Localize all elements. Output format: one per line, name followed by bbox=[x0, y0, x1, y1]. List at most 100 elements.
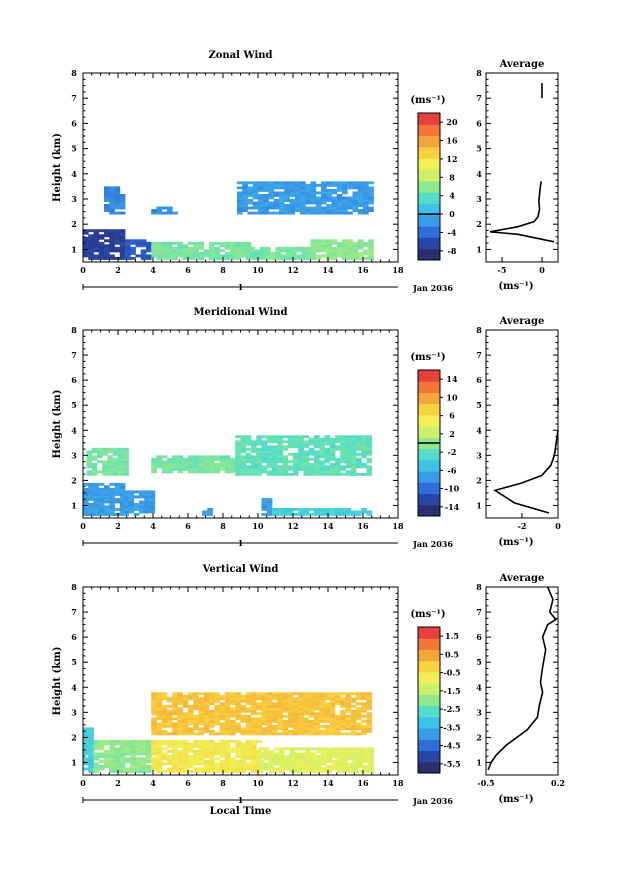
heatmap-cell bbox=[331, 767, 338, 771]
heatmap-cell bbox=[161, 249, 168, 253]
y-tick-label: 7 bbox=[71, 350, 77, 360]
heatmap-cell bbox=[258, 209, 264, 212]
heatmap-cell bbox=[251, 447, 257, 451]
heatmap-cell bbox=[275, 251, 282, 255]
heatmap-cell bbox=[340, 714, 346, 718]
heatmap-cell bbox=[305, 747, 311, 751]
heatmap-cell bbox=[251, 465, 257, 469]
heatmap-cell bbox=[305, 749, 311, 753]
heatmap-cell bbox=[119, 747, 126, 751]
heatmap-cell bbox=[107, 467, 114, 471]
heatmap-cell bbox=[357, 749, 364, 753]
heatmap-cell bbox=[161, 752, 168, 756]
heatmap-cell bbox=[368, 193, 374, 197]
heatmap-cell bbox=[240, 742, 247, 746]
chart-title: Vertical Wind bbox=[202, 564, 279, 575]
heatmap-cell bbox=[363, 764, 369, 768]
heatmap-cell bbox=[252, 188, 259, 192]
heatmap-cell bbox=[149, 505, 156, 509]
heatmap-cell bbox=[245, 714, 252, 718]
heatmap-cell bbox=[209, 717, 215, 721]
heatmap-cell bbox=[219, 754, 226, 758]
heatmap-cell bbox=[230, 457, 236, 461]
heatmap-cell bbox=[366, 440, 373, 444]
heatmap-cell bbox=[329, 472, 336, 476]
heatmap-cell bbox=[203, 759, 210, 763]
heatmap-cell bbox=[214, 465, 220, 469]
heatmap-cell bbox=[345, 462, 352, 466]
heatmap-cell bbox=[251, 717, 257, 721]
heatmap-cell bbox=[293, 507, 299, 511]
heatmap-cell bbox=[326, 239, 332, 243]
heatmap-cell bbox=[219, 465, 226, 469]
heatmap-cell bbox=[314, 692, 320, 696]
heatmap-cell bbox=[268, 201, 275, 205]
heatmap-cell bbox=[287, 709, 294, 713]
heatmap-cell bbox=[277, 512, 283, 516]
heatmap-cell bbox=[284, 764, 290, 768]
heatmap-cell bbox=[177, 470, 184, 474]
heatmap-cell bbox=[104, 485, 110, 489]
heatmap-cell bbox=[293, 704, 299, 708]
heatmap-cell bbox=[347, 186, 353, 190]
heatmap-cell bbox=[83, 747, 89, 751]
heatmap-cell bbox=[319, 470, 325, 474]
heatmap-cell bbox=[156, 762, 163, 766]
heatmap-cell bbox=[329, 462, 336, 466]
heatmap-cell bbox=[156, 722, 163, 726]
heatmap-cell bbox=[251, 752, 257, 756]
colorbar-tick-label: -0.5 bbox=[443, 668, 460, 678]
heatmap-cell bbox=[177, 729, 184, 733]
heatmap-cell bbox=[342, 769, 348, 773]
heatmap-cell bbox=[273, 186, 280, 190]
heatmap-cell bbox=[300, 201, 306, 205]
average-unit-label: (ms⁻¹) bbox=[498, 281, 533, 292]
heatmap-cell bbox=[237, 206, 243, 210]
heatmap-cell bbox=[314, 702, 320, 706]
heatmap-cell bbox=[151, 712, 157, 716]
heatmap-cell bbox=[251, 462, 257, 466]
heatmap-cell bbox=[177, 739, 184, 743]
heatmap-cell bbox=[172, 767, 178, 771]
heatmap-cell bbox=[188, 455, 194, 459]
heatmap-cell bbox=[300, 196, 306, 200]
heatmap-cell bbox=[266, 714, 273, 718]
heatmap-cell bbox=[308, 472, 315, 476]
heatmap-cell bbox=[366, 457, 373, 461]
heatmap-cell bbox=[209, 249, 215, 253]
heatmap-region bbox=[83, 727, 94, 773]
heatmap-cell bbox=[261, 435, 268, 439]
heatmap-cell bbox=[251, 445, 257, 449]
heatmap-cell bbox=[301, 246, 308, 250]
heatmap-cell bbox=[282, 704, 289, 708]
heatmap-cell bbox=[319, 729, 325, 733]
heatmap-cell bbox=[305, 188, 311, 192]
x-axis-label: Local Time bbox=[210, 806, 272, 817]
heatmap-cell bbox=[240, 744, 247, 748]
heatmap-cell bbox=[245, 707, 252, 711]
heatmap-cell bbox=[340, 445, 346, 449]
heatmap-cell bbox=[119, 762, 126, 766]
heatmap-cell bbox=[368, 256, 374, 260]
heatmap-cell bbox=[167, 254, 173, 258]
heatmap-cell bbox=[235, 699, 241, 703]
heatmap-cell bbox=[289, 193, 296, 197]
heatmap-cell bbox=[83, 490, 89, 494]
heatmap-cell bbox=[224, 256, 231, 260]
heatmap-cell bbox=[357, 241, 364, 245]
heatmap-cell bbox=[219, 709, 226, 713]
heatmap-cell bbox=[345, 704, 352, 708]
heatmap-cell bbox=[298, 697, 304, 701]
heatmap-cell bbox=[296, 256, 303, 260]
heatmap-cell bbox=[118, 472, 124, 476]
colorbar-swatch bbox=[418, 146, 440, 159]
heatmap-cell bbox=[266, 694, 273, 698]
heatmap-cell bbox=[336, 186, 343, 190]
heatmap-cell bbox=[245, 435, 252, 439]
heatmap-cell bbox=[125, 239, 131, 243]
heatmap-cell bbox=[86, 460, 93, 464]
heatmap-cell bbox=[97, 447, 103, 451]
heatmap-cell bbox=[329, 702, 336, 706]
heatmap-cell bbox=[329, 717, 336, 721]
heatmap-cell bbox=[177, 727, 184, 731]
